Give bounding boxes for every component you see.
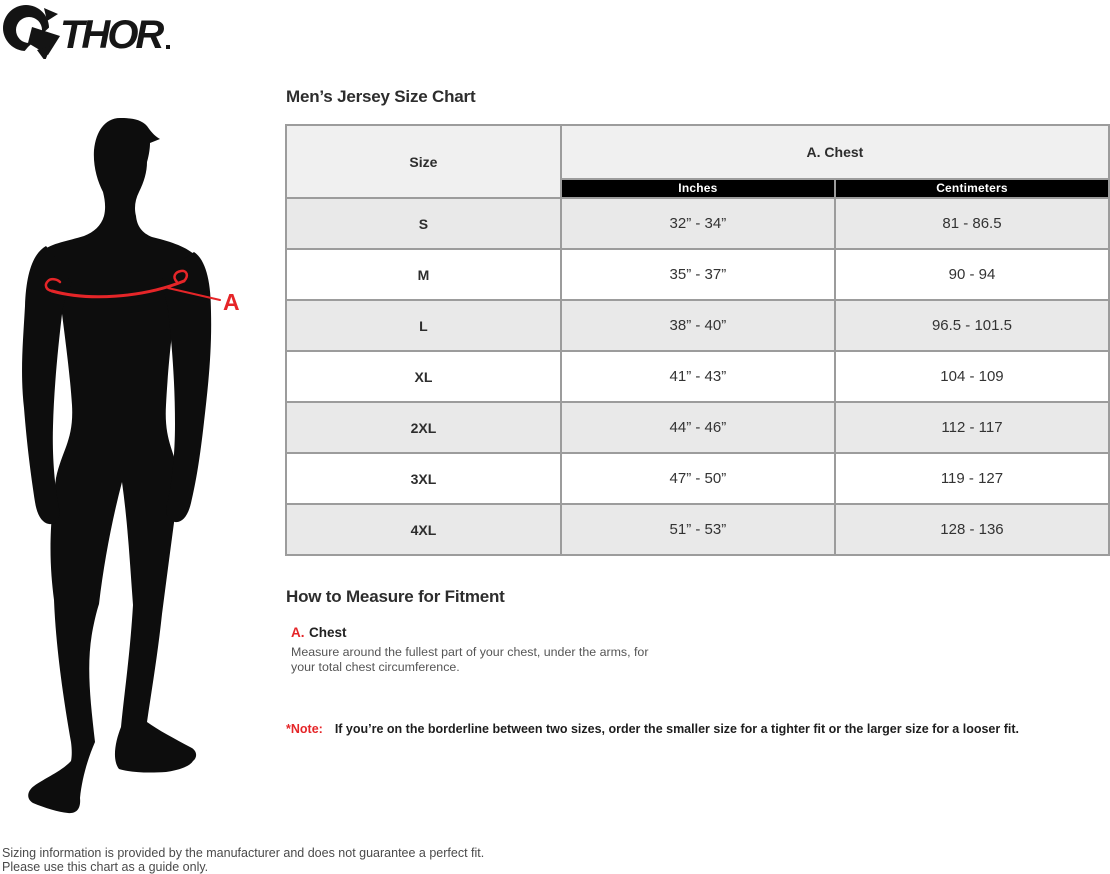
size-row-M: M 35” - 37” 90 - 94 <box>285 248 1110 301</box>
note-text: If you’re on the borderline between two … <box>334 722 1019 736</box>
cell-inches: 44” - 46” <box>559 401 836 454</box>
cell-centimeters: 81 - 86.5 <box>833 197 1110 250</box>
page-title: Men’s Jersey Size Chart <box>286 87 476 106</box>
size-row-L: L 38” - 40” 96.5 - 101.5 <box>285 299 1110 352</box>
cell-inches: 47” - 50” <box>559 452 836 505</box>
cell-inches: 38” - 40” <box>559 299 836 352</box>
col-header-size: Size <box>285 124 562 199</box>
size-table-body: S 32” - 34” 81 - 86.5 M 35” - 37” 90 - 94 L 38”… <box>285 197 1110 556</box>
measure-description: Measure around the fullest part of your … <box>291 645 649 674</box>
col-header-inches: Inches <box>559 178 836 199</box>
size-note: *Note: If you’re on the borderline betwee… <box>286 722 1019 736</box>
col-header-chest: A. Chest <box>559 124 1110 180</box>
note-label: *Note: <box>286 722 323 736</box>
male-silhouette: A <box>22 118 240 814</box>
chest-measure-arrow <box>44 269 221 301</box>
size-row-S: S 32” - 34” 81 - 86.5 <box>285 197 1110 250</box>
size-row-XL: XL 41” - 43” 104 - 109 <box>285 350 1110 403</box>
cell-centimeters: 90 - 94 <box>833 248 1110 301</box>
measure-key: A. <box>291 625 305 640</box>
cell-size: 3XL <box>285 452 562 505</box>
cell-inches: 51” - 53” <box>559 503 836 556</box>
cell-inches: 41” - 43” <box>559 350 836 403</box>
cell-centimeters: 112 - 117 <box>833 401 1110 454</box>
footer-line-1: Sizing information is provided by the ma… <box>2 846 485 860</box>
cell-centimeters: 128 - 136 <box>833 503 1110 556</box>
thor-wordmark: THOR <box>60 13 164 57</box>
measure-name: Chest <box>308 625 347 640</box>
cell-size: XL <box>285 350 562 403</box>
thor-ram-icon: THOR <box>3 5 170 61</box>
measurement-figure: A <box>0 110 270 820</box>
chest-label-a: A <box>223 289 240 315</box>
measure-item-chest: A. Chest Measure around the fullest part… <box>291 624 669 675</box>
size-row-4XL: 4XL 51” - 53” 128 - 136 <box>285 503 1110 556</box>
cell-size: 2XL <box>285 401 562 454</box>
wordmark-dot <box>166 45 170 49</box>
measure-heading: How to Measure for Fitment <box>286 587 505 606</box>
cell-size: S <box>285 197 562 250</box>
cell-inches: 32” - 34” <box>559 197 836 250</box>
cell-size: L <box>285 299 562 352</box>
cell-centimeters: 119 - 127 <box>833 452 1110 505</box>
thor-logo: THOR <box>2 3 177 64</box>
size-row-3XL: 3XL 47” - 50” 119 - 127 <box>285 452 1110 505</box>
cell-size: 4XL <box>285 503 562 556</box>
cell-inches: 35” - 37” <box>559 248 836 301</box>
cell-centimeters: 104 - 109 <box>833 350 1110 403</box>
footer-disclaimer: Sizing information is provided by the ma… <box>2 846 484 874</box>
footer-line-2: Please use this chart as a guide only. <box>2 860 209 874</box>
col-header-centimeters: Centimeters <box>833 178 1110 199</box>
size-row-2XL: 2XL 44” - 46” 112 - 117 <box>285 401 1110 454</box>
cell-size: M <box>285 248 562 301</box>
size-table: Size A. Chest Inches Centimeters S 32” - … <box>285 124 1110 556</box>
cell-centimeters: 96.5 - 101.5 <box>833 299 1110 352</box>
